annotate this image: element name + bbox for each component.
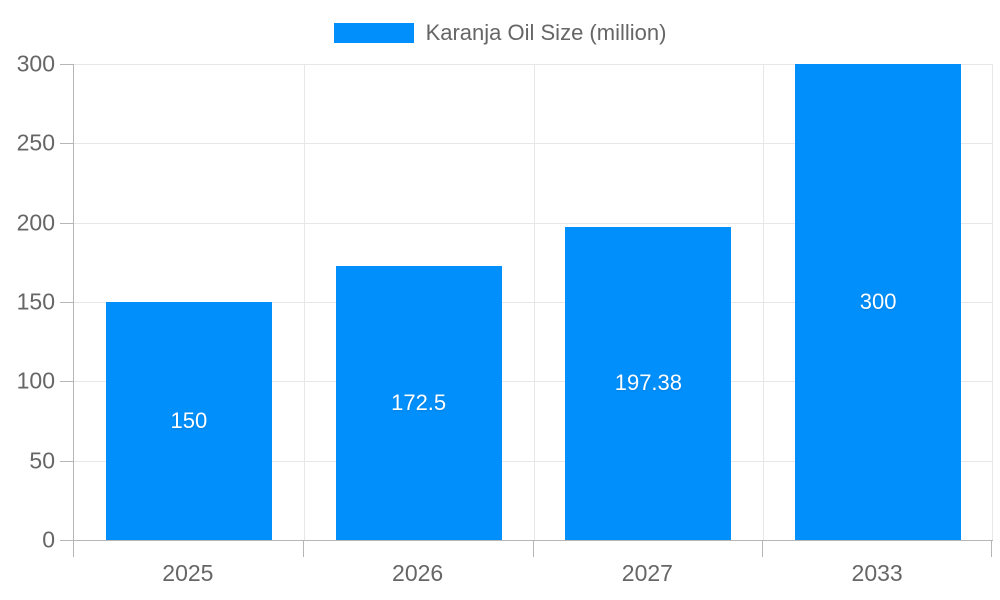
x-axis-label: 2027 — [621, 560, 673, 586]
bar-value-label: 172.5 — [391, 390, 447, 416]
x-axis-tick — [73, 540, 74, 557]
x-axis-tick — [302, 540, 304, 557]
y-axis-label: 100 — [16, 367, 55, 394]
x-axis-labels: 2025 2026 2027 2033 — [73, 560, 992, 586]
y-axis-label: 300 — [16, 50, 55, 77]
y-axis-tick — [60, 540, 73, 541]
y-axis-labels: 0 50 100 150 200 250 300 — [0, 51, 55, 553]
bar-value-label: 197.38 — [614, 370, 683, 396]
y-axis-tick — [60, 302, 73, 303]
y-axis-label: 150 — [16, 288, 55, 315]
y-axis-tick — [60, 222, 73, 224]
y-axis-label: 250 — [16, 129, 55, 156]
v-gridline — [533, 64, 535, 540]
bar-value-label: 300 — [859, 289, 897, 314]
bar-2025[interactable]: 150 — [105, 302, 272, 540]
x-axis-label: 2026 — [392, 560, 444, 586]
y-axis-tick — [60, 381, 73, 383]
bar-2027[interactable]: 197.38 — [565, 226, 732, 540]
v-gridline — [763, 64, 765, 540]
legend-label: Karanja Oil Size (million) — [425, 20, 667, 45]
v-gridline — [992, 64, 993, 540]
y-axis-label: 200 — [16, 209, 55, 236]
x-axis-ticks — [73, 540, 992, 557]
bar-2026[interactable]: 172.5 — [335, 266, 502, 540]
y-axis-tick — [60, 143, 73, 145]
x-axis-label: 2025 — [162, 560, 214, 586]
bar-value-label: 150 — [170, 408, 208, 433]
x-axis-tick — [532, 540, 534, 557]
y-axis-tick — [60, 64, 73, 65]
v-gridline — [303, 64, 305, 540]
plot-area: 150 172.5 197.38 300 — [73, 64, 993, 541]
legend-swatch — [333, 23, 414, 43]
y-axis-ticks — [0, 64, 73, 541]
y-axis-label: 0 — [42, 526, 55, 553]
y-axis-tick — [60, 460, 73, 462]
x-axis-tick — [991, 540, 992, 557]
bar-2033[interactable]: 300 — [795, 64, 962, 540]
y-axis-label: 50 — [29, 447, 55, 474]
x-axis-tick — [762, 540, 764, 557]
legend[interactable]: Karanja Oil Size (million) — [0, 21, 1000, 45]
x-axis-label: 2033 — [851, 560, 903, 586]
